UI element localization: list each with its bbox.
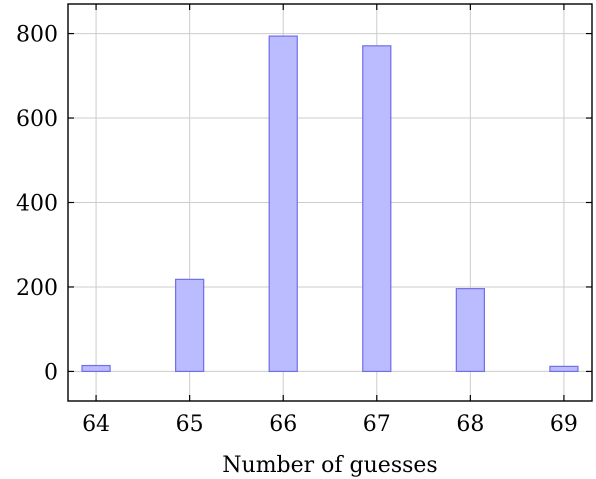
bar-66 (268, 35, 298, 373)
x-tick-label: 68 (456, 412, 484, 437)
x-tick-label: 64 (82, 412, 110, 437)
bar-67 (362, 45, 392, 373)
x-tick-label: 65 (176, 412, 204, 437)
tick-labels: 64 65 66 67 68 69 0 200 400 600 800 (16, 23, 578, 437)
x-tick-label: 67 (363, 412, 391, 437)
y-tick-label: 800 (16, 23, 58, 48)
y-tick-label: 200 (16, 276, 58, 301)
y-tick-label: 400 (16, 192, 58, 217)
bar-64 (81, 364, 111, 373)
bar-65 (175, 278, 205, 373)
x-tick-label: 66 (269, 412, 297, 437)
y-tick-label: 600 (16, 107, 58, 132)
x-axis-title: Number of guesses (222, 453, 437, 478)
axis-ticks (68, 4, 592, 401)
bar-68 (455, 288, 485, 373)
y-tick-label: 0 (44, 360, 58, 385)
bar-69 (549, 365, 579, 373)
x-tick-label: 69 (550, 412, 578, 437)
bars (81, 35, 579, 373)
